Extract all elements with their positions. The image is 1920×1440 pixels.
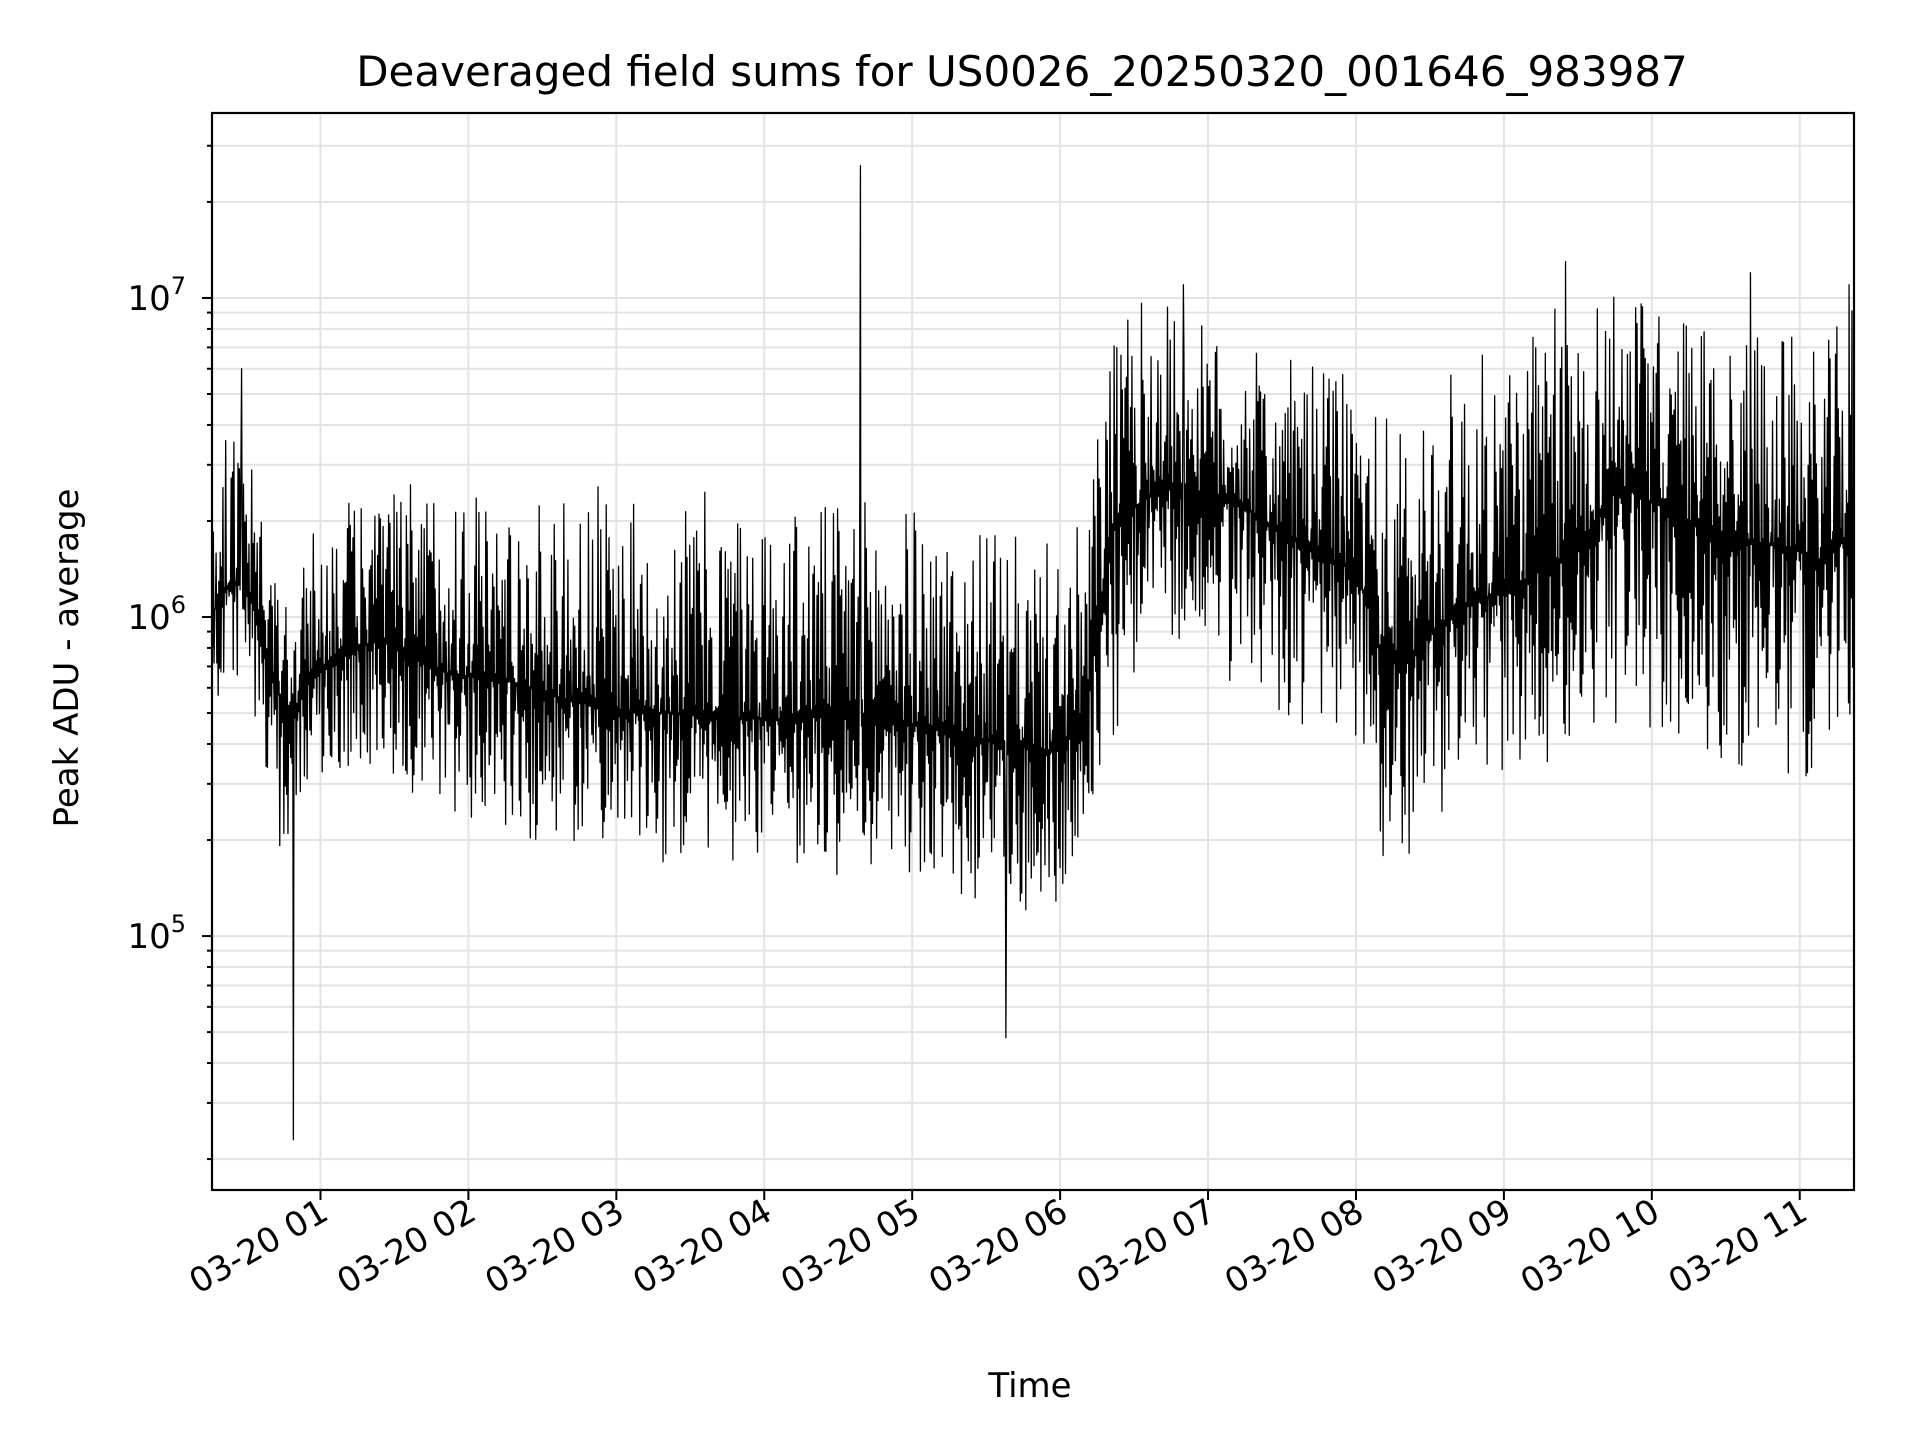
x-tick-label: 03-20 08 bbox=[1218, 1191, 1370, 1302]
x-tick-label: 03-20 03 bbox=[478, 1191, 630, 1302]
x-tick-label: 03-20 10 bbox=[1514, 1191, 1666, 1302]
x-tick-label: 03-20 05 bbox=[774, 1191, 926, 1302]
x-tick-label: 03-20 04 bbox=[626, 1191, 778, 1302]
y-tick-label: 106 bbox=[127, 591, 186, 638]
x-tick-label: 03-20 07 bbox=[1070, 1191, 1222, 1302]
y-tick-exponent: 7 bbox=[171, 272, 186, 300]
chart-title: Deaveraged field sums for US0026_2025032… bbox=[356, 47, 1688, 96]
y-tick-base: 10 bbox=[127, 279, 170, 319]
x-tick-label: 03-20 09 bbox=[1366, 1191, 1518, 1302]
y-tick-base: 10 bbox=[127, 917, 170, 957]
y-tick-label: 105 bbox=[127, 910, 186, 957]
data-series bbox=[211, 164, 1855, 1141]
x-tick-label: 03-20 02 bbox=[331, 1191, 483, 1302]
x-tick-label: 03-20 11 bbox=[1662, 1191, 1814, 1302]
x-axis-label: Time bbox=[987, 1366, 1071, 1406]
plot-frame bbox=[210, 111, 1856, 1192]
series-line bbox=[211, 164, 1855, 1141]
y-tick-exponent: 6 bbox=[171, 591, 186, 619]
grid-lines bbox=[212, 113, 1854, 1190]
x-tick-label: 03-20 06 bbox=[922, 1191, 1074, 1302]
y-axis-label: Peak ADU - average bbox=[47, 489, 87, 828]
y-tick-exponent: 5 bbox=[171, 910, 186, 938]
y-tick-base: 10 bbox=[127, 598, 170, 638]
y-tick-label: 107 bbox=[127, 272, 186, 319]
x-tick-label: 03-20 01 bbox=[183, 1191, 335, 1302]
